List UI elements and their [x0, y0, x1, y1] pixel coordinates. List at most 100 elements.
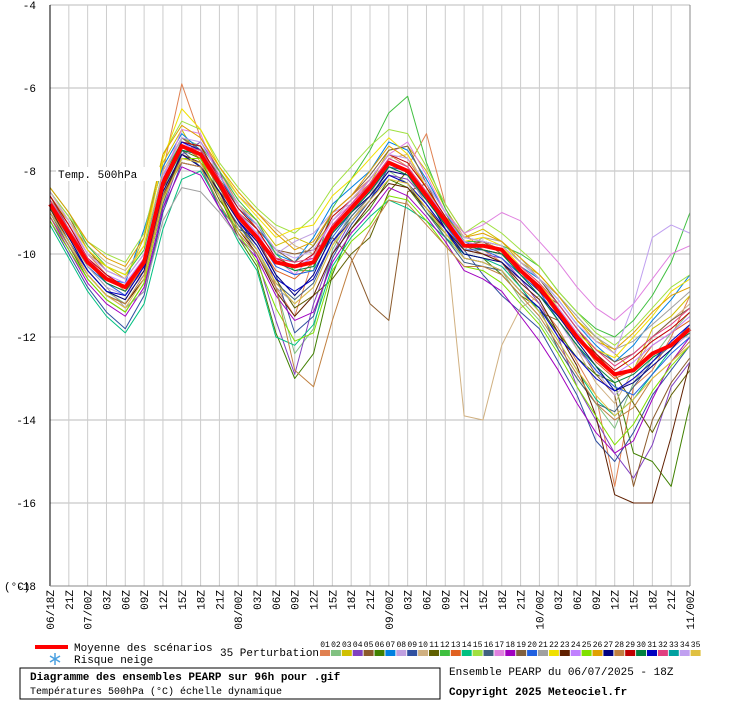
perturbation-swatch — [657, 650, 668, 656]
x-tick-label: 21Z — [65, 590, 77, 610]
x-tick-label: 06/18Z — [46, 590, 58, 630]
y-tick-label: -6 — [23, 84, 36, 96]
perturbation-number: 23 — [560, 641, 570, 650]
x-tick-label: 15Z — [178, 590, 190, 610]
plot-label-bg — [56, 167, 160, 181]
x-tick-label: 03Z — [102, 590, 114, 610]
y-tick-label: -10 — [16, 250, 36, 262]
perturbation-swatch — [581, 650, 592, 656]
x-tick-label: 09Z — [291, 590, 303, 610]
x-tick-label: 12Z — [460, 590, 472, 610]
perturbation-number: 17 — [495, 641, 505, 650]
perturbation-swatch — [374, 650, 385, 656]
perturbation-swatch — [647, 650, 657, 656]
perturbation-swatch — [570, 650, 581, 656]
perturbation-legend: 01 02 03 04 05 06 07 08 09 10 11 12 13 14 15 16 17 18 19 20… — [320, 641, 701, 656]
x-tick-label: 18Z — [498, 590, 510, 610]
y-tick-label: -8 — [23, 167, 36, 179]
run-label: Ensemble PEARP du 06/07/2025 - 18Z — [449, 667, 674, 679]
perturbation-swatch — [450, 650, 461, 656]
caption-subtitle: Températures 500hPa (°C) échelle dynamiq… — [30, 686, 282, 698]
perturbation-number: 30 — [636, 641, 646, 650]
copyright: Copyright 2025 Meteociel.fr — [449, 687, 627, 699]
x-tick-label: 10/00Z — [535, 590, 547, 630]
perturbation-line — [49, 158, 691, 417]
x-tick-label: 06Z — [121, 590, 133, 610]
perturbation-swatch — [483, 650, 494, 656]
x-tick-label: 15Z — [630, 590, 642, 610]
x-tick-label: 07/00Z — [84, 590, 96, 630]
snow-legend-label: Risque neige — [74, 655, 153, 667]
perturbation-number: 16 — [484, 641, 494, 650]
x-tick-label: 06Z — [272, 590, 284, 610]
perturbation-swatch — [559, 650, 570, 656]
x-tick-label: 18Z — [197, 590, 209, 610]
perturbation-number: 22 — [549, 641, 559, 650]
x-tick-label: 21Z — [667, 590, 679, 610]
perturbation-swatch — [494, 650, 505, 656]
perturbation-number: 20 — [527, 641, 537, 650]
perturbation-number: 13 — [451, 641, 461, 650]
perturbation-line — [49, 166, 691, 454]
perturbation-swatch — [396, 650, 407, 656]
x-tick-label: 18Z — [648, 590, 660, 610]
perturbation-number: 07 — [386, 641, 396, 650]
perturbation-number: 11 — [429, 641, 439, 650]
perturbation-swatch — [636, 650, 647, 656]
perturbation-swatch — [439, 650, 450, 656]
perturbation-number: 12 — [440, 641, 450, 650]
perturbation-swatch — [407, 650, 418, 656]
x-tick-label: 21Z — [215, 590, 227, 610]
perturbation-number: 21 — [538, 641, 548, 650]
perturbation-swatch — [592, 650, 603, 656]
snow-icon — [49, 653, 61, 665]
perturbation-line — [49, 124, 691, 350]
perturbation-number: 32 — [658, 641, 668, 650]
x-tick-label: 06Z — [573, 590, 585, 610]
perturbation-number: 15 — [473, 641, 483, 650]
mean-legend-label: Moyenne des scénarios — [74, 643, 213, 655]
x-tick-label: 21Z — [517, 590, 529, 610]
perturbation-swatch — [352, 650, 363, 656]
perturbation-number: 14 — [462, 641, 472, 650]
perturbation-swatch — [668, 650, 679, 656]
x-tick-label: 03Z — [253, 590, 265, 610]
perturbation-swatch — [527, 650, 538, 656]
perturbation-swatch — [679, 650, 690, 656]
perturbation-number: 09 — [407, 641, 417, 650]
x-tick-label: 11/00Z — [686, 590, 698, 630]
perturbation-number: 27 — [604, 641, 614, 650]
perturbation-swatch — [320, 650, 330, 656]
y-tick-label: -18 — [16, 582, 36, 594]
x-tick-label: 09Z — [592, 590, 604, 610]
perturbation-line — [49, 162, 691, 421]
x-tick-label: 09Z — [140, 590, 152, 610]
perturbation-number: 28 — [614, 641, 624, 650]
perturbation-swatch — [548, 650, 559, 656]
perturbation-number: 03 — [342, 641, 352, 650]
perturbation-swatch — [330, 650, 341, 656]
perturbation-number: 01 — [320, 641, 330, 650]
perturbation-number: 06 — [375, 641, 385, 650]
perturbation-swatch — [603, 650, 614, 656]
x-tick-label: 09/00Z — [385, 590, 397, 630]
perturbation-swatch — [461, 650, 472, 656]
perturbation-swatch — [614, 650, 625, 656]
perturbation-swatch — [538, 650, 548, 656]
x-tick-label: 03Z — [404, 590, 416, 610]
y-tick-label: -4 — [23, 1, 37, 13]
perturbation-number: 04 — [353, 641, 363, 650]
caption-box — [19, 667, 441, 700]
x-tick-label: 06Z — [422, 590, 434, 610]
x-tick-label: 18Z — [347, 590, 359, 610]
y-axis-label: (°C) — [4, 582, 30, 594]
perturbation-line — [49, 108, 691, 359]
perturbation-number: 18 — [505, 641, 515, 650]
perturbation-swatch — [418, 650, 429, 656]
mean-line — [48, 144, 692, 377]
perturbation-number: 35 — [691, 641, 701, 650]
y-tick-label: -16 — [16, 499, 36, 511]
perturbation-number: 10 — [418, 641, 428, 650]
perturbation-number: 02 — [331, 641, 341, 650]
